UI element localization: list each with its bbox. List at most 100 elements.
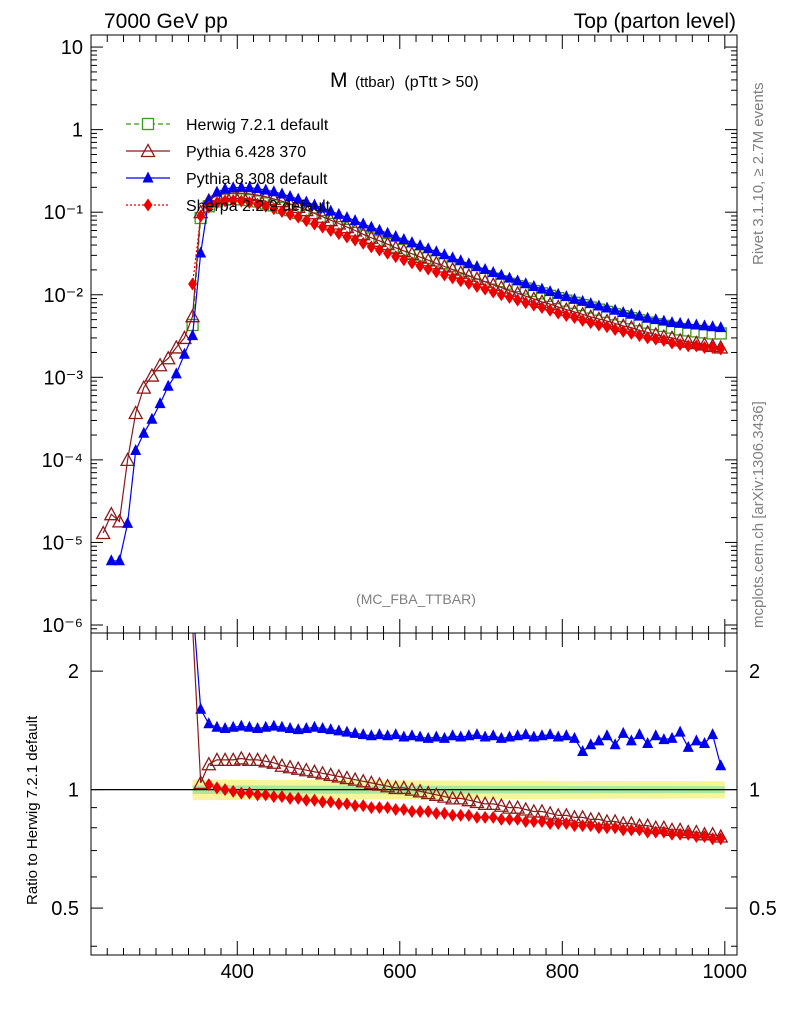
ratio-data-point: [390, 728, 402, 740]
data-point: [128, 405, 144, 420]
ratio-data-point: [618, 823, 628, 837]
data-point: [464, 276, 474, 290]
data-point: [103, 506, 119, 521]
data-point: [642, 311, 654, 323]
legend-marker: [141, 117, 155, 131]
ratio-data-point: [577, 744, 589, 756]
ratio-data-point: [561, 817, 571, 831]
data-point: [162, 379, 174, 391]
ratio-data-point: [187, 595, 198, 606]
data-point: [634, 329, 644, 343]
data-point: [122, 516, 134, 528]
data-point: [154, 397, 166, 409]
ratio-data-point: [422, 731, 434, 743]
data-point: [301, 214, 311, 228]
ratio-data-point: [445, 790, 461, 805]
y-tick-label: 10⁻¹: [44, 202, 84, 224]
data-point: [666, 316, 678, 328]
ratio-data-point: [228, 784, 238, 798]
ratio-data-point: [261, 788, 271, 802]
data-point: [268, 185, 280, 197]
ratio-data-point: [355, 773, 371, 788]
ratio-data-point: [651, 825, 661, 839]
ratio-data-point: [716, 832, 726, 846]
ratio-data-point: [617, 726, 629, 738]
ratio-data-point: [504, 812, 514, 826]
data-point: [95, 525, 111, 540]
ratio-data-point: [225, 752, 241, 767]
data-point: [674, 316, 686, 328]
data-point: [113, 554, 125, 566]
data-point: [170, 367, 182, 379]
ratio-data-point: [414, 730, 426, 742]
data-point: [317, 201, 329, 213]
data-point: [309, 217, 319, 231]
ratio-axis-ticks: 0.5 0.5 1 1 2 2: [51, 661, 777, 947]
data-point: [594, 318, 604, 332]
data-point: [342, 230, 352, 244]
ratio-data-point: [399, 803, 409, 817]
data-point: [667, 336, 677, 350]
data-point: [284, 189, 296, 201]
ratio-data-point: [594, 821, 604, 835]
ratio-data-point: [358, 799, 368, 813]
ratio-y-axis-label: Ratio to Herwig 7.2.1 default: [24, 715, 41, 905]
data-point: [699, 340, 709, 354]
ratio-data-point: [513, 812, 523, 826]
ratio-data-point: [609, 738, 621, 750]
data-point: [365, 220, 377, 232]
data-point: [349, 214, 361, 226]
rivet-version-label: Rivet 3.1.10, ≥ 2.7M events: [750, 83, 767, 266]
data-point: [593, 299, 605, 311]
ratio-data-point: [472, 810, 482, 824]
ratio-data-point: [658, 733, 670, 745]
ratio-data-point: [707, 728, 719, 740]
y-tick-label: 10⁻⁴: [42, 450, 83, 472]
y-tick-label: 10⁻⁵: [42, 532, 83, 554]
ratio-series-pythia-8-308-default: [187, 595, 727, 771]
legend-label: Sherpa 2.2.9 default: [186, 198, 331, 215]
ratio-data-point: [602, 821, 612, 835]
data-point: [422, 242, 434, 254]
data-point: [553, 306, 563, 320]
data-point: [152, 357, 168, 372]
ratio-uncertainty-band: [91, 779, 737, 801]
data-point: [561, 309, 571, 323]
data-point: [438, 248, 450, 260]
data-point: [537, 301, 547, 315]
data-point: [577, 294, 589, 306]
data-point: [415, 259, 425, 273]
data-point: [374, 243, 384, 257]
series-pythia-8-308-default: [105, 180, 727, 566]
ratio-series-sherpa-2-2-9-default: [204, 778, 726, 846]
ratio-data-point: [469, 794, 485, 809]
y-tick-label: 10: [61, 37, 83, 59]
data-point: [391, 250, 401, 264]
ratio-data-point: [331, 768, 347, 783]
data-point: [496, 288, 506, 302]
ratio-data-point: [666, 731, 678, 743]
data-point: [683, 339, 693, 353]
ratio-series-layer: [187, 595, 729, 846]
ratio-data-point: [212, 781, 222, 795]
y-tick-label: 10⁻⁶: [42, 615, 83, 637]
series-sherpa-2-2-9-default: [188, 194, 726, 356]
data-point: [472, 279, 482, 293]
data-point: [625, 307, 637, 319]
data-point: [512, 274, 524, 286]
ratio-y-tick-label-right: 1: [749, 780, 760, 802]
data-point: [690, 318, 702, 330]
ratio-data-point: [220, 783, 230, 797]
ratio-data-point: [406, 729, 418, 741]
ratio-data-point: [276, 720, 288, 732]
ratio-data-point: [461, 792, 477, 807]
data-point: [178, 347, 190, 359]
legend-label: Herwig 7.2.1 default: [186, 117, 329, 134]
ratio-data-point: [193, 775, 209, 790]
ratio-data-point: [258, 753, 274, 768]
data-point: [601, 301, 613, 313]
ratio-data-point: [485, 796, 501, 811]
data-point: [261, 199, 271, 213]
ratio-data-point: [365, 729, 377, 741]
data-point: [334, 227, 344, 241]
